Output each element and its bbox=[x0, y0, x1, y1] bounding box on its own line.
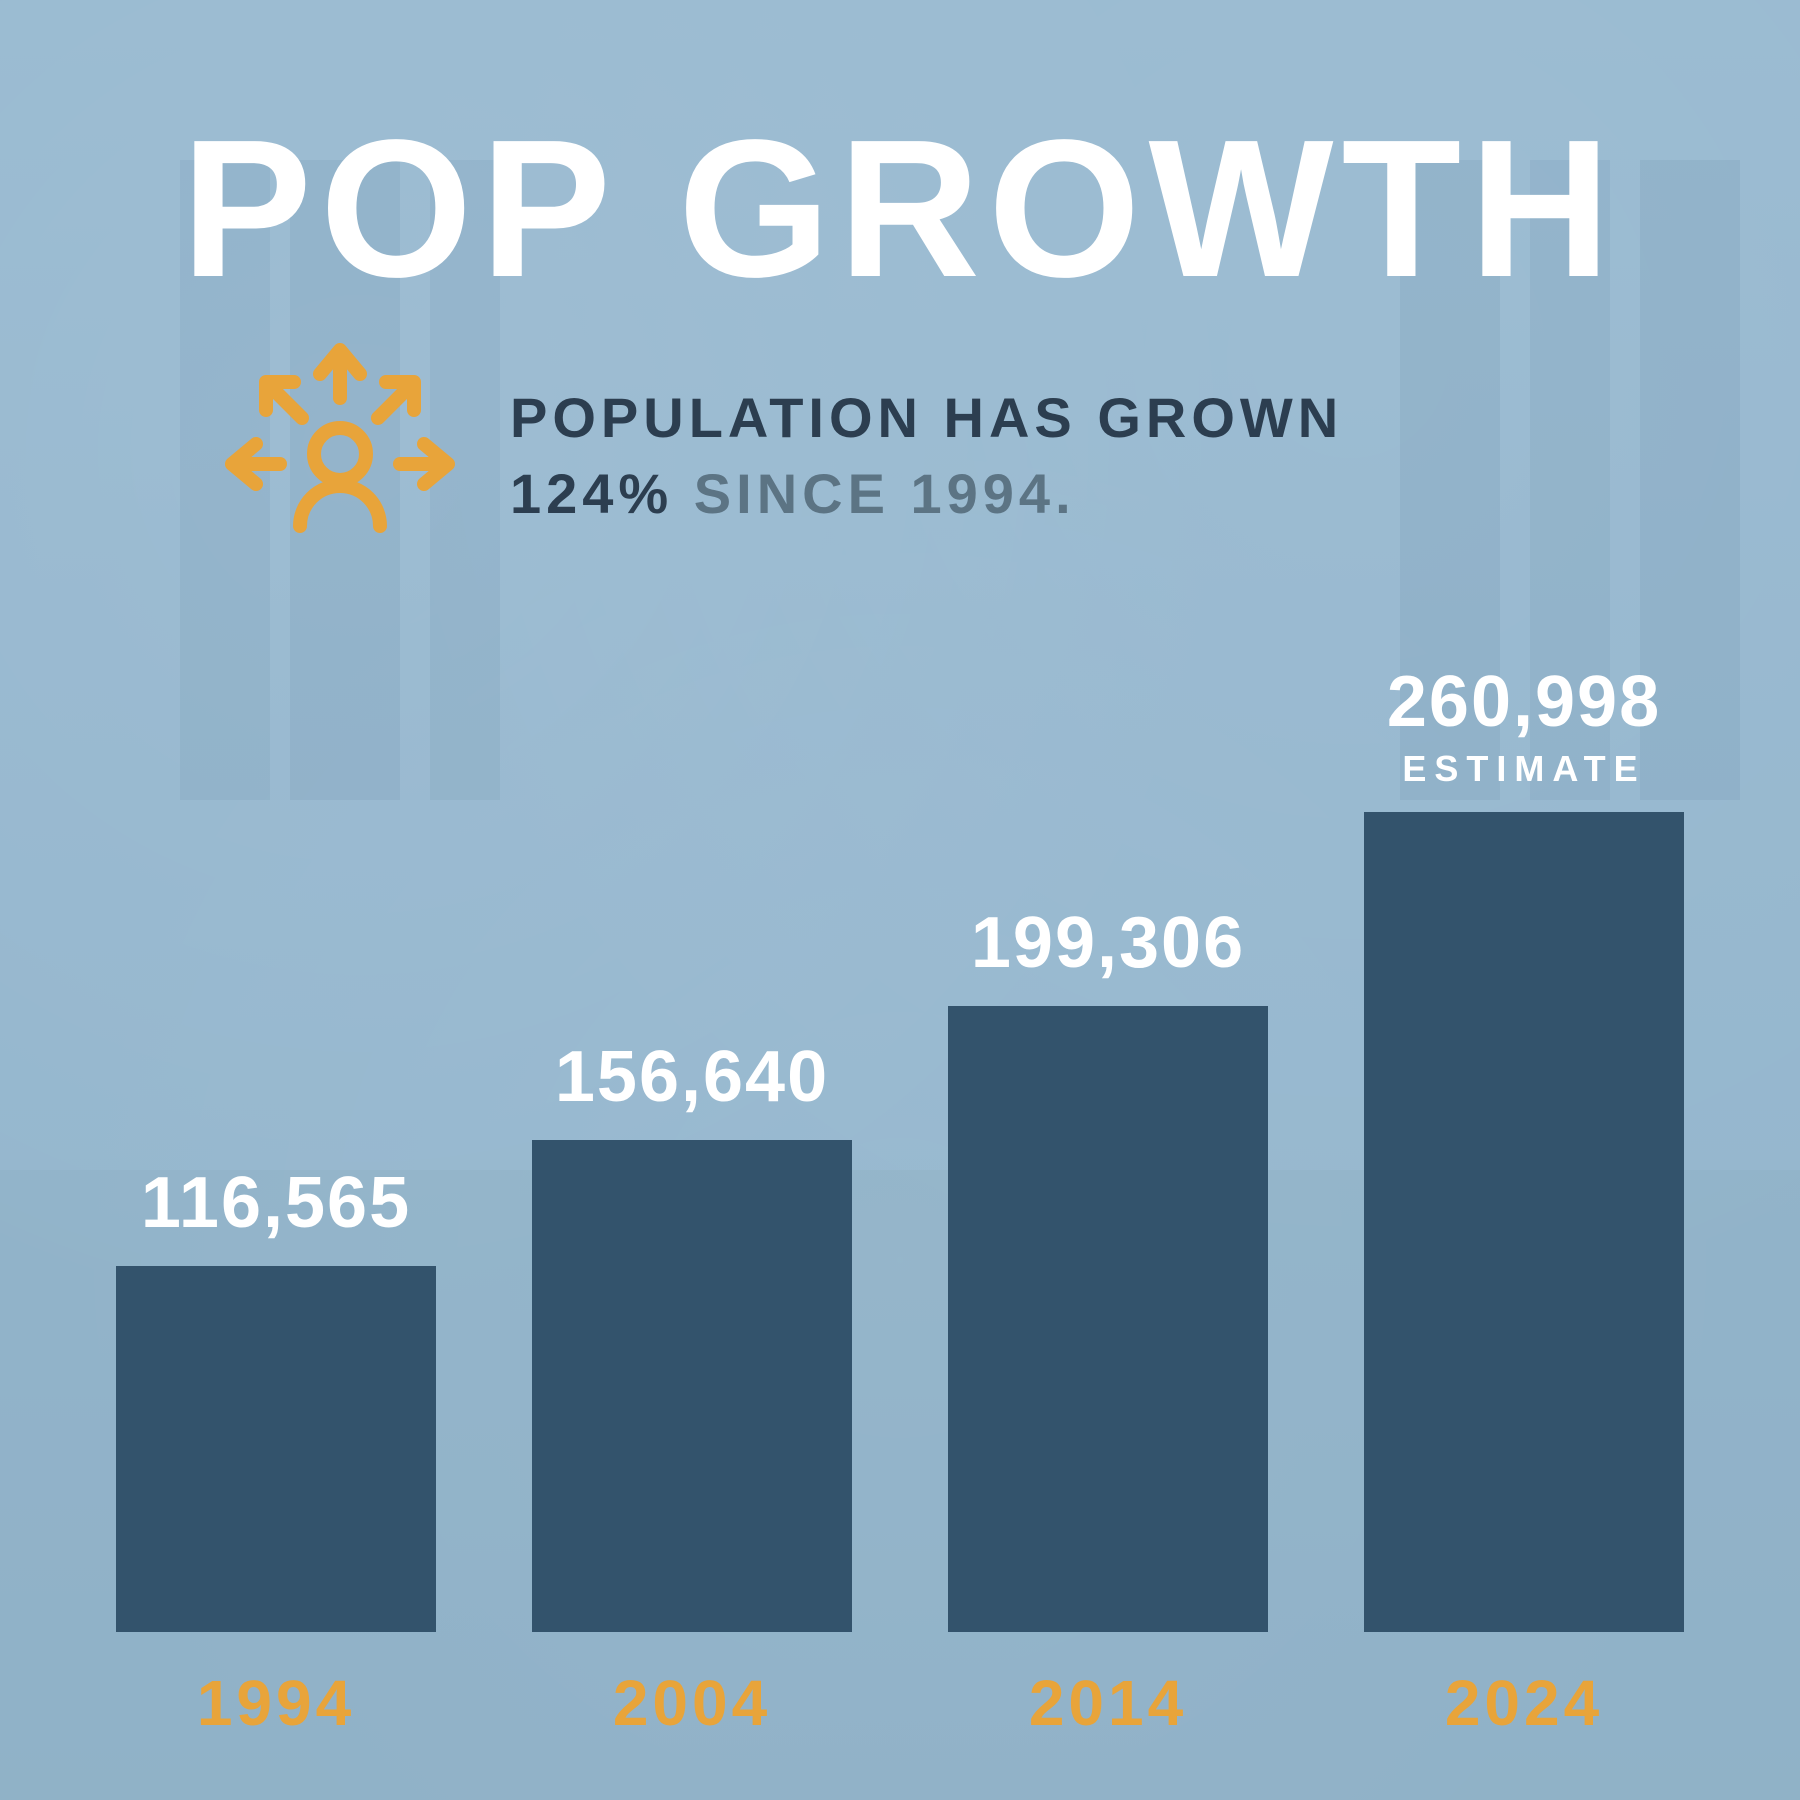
bar-year-label: 2024 bbox=[1445, 1666, 1603, 1740]
bar-year-label: 1994 bbox=[197, 1666, 355, 1740]
person-arrows-icon bbox=[220, 336, 460, 576]
bar-rect bbox=[948, 1006, 1268, 1632]
bar-year-label: 2014 bbox=[1029, 1666, 1187, 1740]
subtitle-row: POPULATION HAS GROWN 124% SINCE 1994. bbox=[220, 336, 1343, 576]
bar-rect bbox=[532, 1140, 852, 1632]
bar-value-sublabel: ESTIMATE bbox=[1387, 750, 1661, 788]
bar-year-label: 2004 bbox=[613, 1666, 771, 1740]
bar-column: 199,306 2014 bbox=[948, 906, 1268, 1740]
bar-column: 260,998ESTIMATE 2024 bbox=[1364, 665, 1684, 1740]
bar-chart: 116,5651994156,6402004199,3062014260,998… bbox=[0, 680, 1800, 1740]
bar-rect bbox=[1364, 812, 1684, 1632]
bar-rect bbox=[116, 1266, 436, 1632]
bar-column: 156,640 2004 bbox=[532, 1040, 852, 1740]
subtitle-rest: SINCE 1994. bbox=[673, 462, 1075, 525]
bar-column: 116,565 1994 bbox=[116, 1166, 436, 1740]
infographic-content: POP GROWTH bbox=[0, 0, 1800, 1800]
main-title: POP GROWTH bbox=[0, 96, 1800, 321]
bar-value-label: 116,565 bbox=[141, 1166, 411, 1242]
bar-value-label: 199,306 bbox=[971, 906, 1245, 982]
growth-icon bbox=[220, 336, 460, 576]
bar-value-label: 156,640 bbox=[555, 1040, 829, 1116]
bar-value-label: 260,998ESTIMATE bbox=[1387, 665, 1661, 788]
subtitle-line1: POPULATION HAS GROWN bbox=[510, 386, 1343, 449]
subtitle-text: POPULATION HAS GROWN 124% SINCE 1994. bbox=[510, 380, 1343, 531]
subtitle-percent: 124% bbox=[510, 462, 673, 525]
